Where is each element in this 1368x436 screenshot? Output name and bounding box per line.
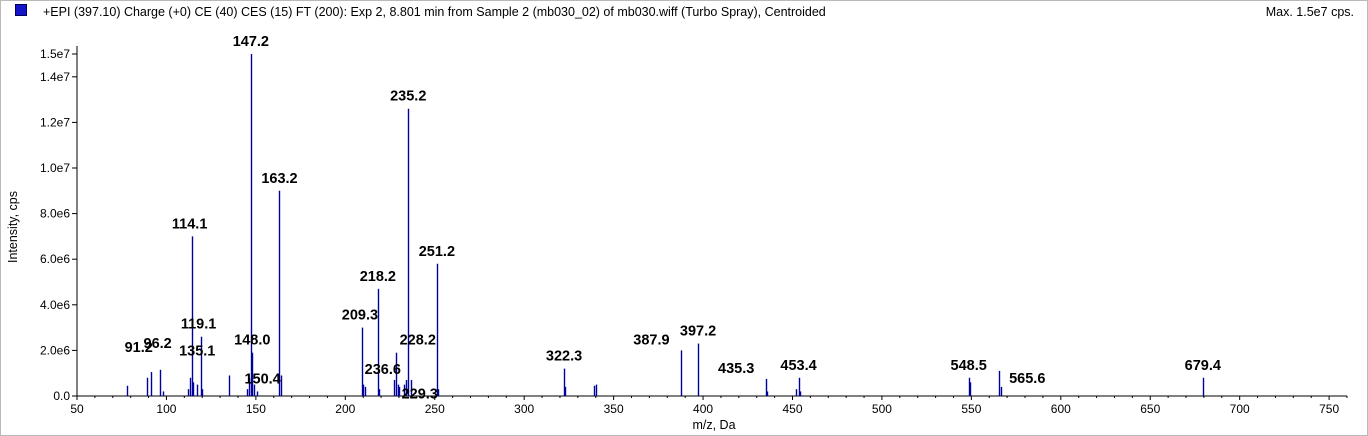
y-tick-label: 8.0e6: [40, 207, 70, 221]
y-tick-label: 1.4e7: [40, 70, 70, 84]
peak-label: 218.2: [360, 269, 396, 285]
peak-label: 96.2: [144, 336, 172, 352]
peak-label: 209.3: [342, 308, 378, 324]
y-tick-label: 1.0e7: [40, 161, 70, 175]
peak-label: 147.2: [233, 34, 269, 50]
peak-bars: [126, 54, 1205, 396]
x-tick-label: 250: [425, 402, 445, 416]
x-tick-label: 100: [156, 402, 176, 416]
peak-label: 435.3: [718, 361, 754, 377]
spectrum-title: +EPI (397.10) Charge (+0) CE (40) CES (1…: [43, 5, 826, 19]
peak-labels: 91.296.2 114.1 119.1 135.1 147.2 148.0 150.4 16…: [125, 34, 1221, 403]
y-tick-label: 1.5e7: [40, 47, 70, 61]
x-tick-label: 700: [1230, 402, 1250, 416]
y-tick-label: 1.2e7: [40, 115, 70, 129]
peak-label: 229.3: [402, 387, 438, 403]
peak-label: 150.4: [244, 371, 280, 387]
peak-label: 236.6: [365, 362, 401, 378]
x-tick-label: 650: [1140, 402, 1160, 416]
x-tick-label: 300: [514, 402, 534, 416]
peak-label: 565.6: [1009, 371, 1045, 387]
y-tick-label: 2.0e6: [40, 343, 70, 357]
peak-label: 163.2: [261, 171, 297, 187]
peak-label: 322.3: [546, 349, 582, 365]
peak-label: 235.2: [390, 89, 426, 105]
sample-marker-icon: [15, 4, 27, 16]
peak-label: 453.4: [780, 358, 816, 374]
peak-label: 679.4: [1185, 358, 1221, 374]
peak-label: 387.9: [633, 332, 669, 348]
x-tick-label: 200: [335, 402, 355, 416]
x-tick-label: 350: [604, 402, 624, 416]
peak-label: 114.1: [172, 216, 208, 232]
x-tick-label: 50: [70, 402, 84, 416]
x-tick-label: 550: [961, 402, 981, 416]
y-axis-label: Intensity, cps: [6, 191, 20, 263]
peak-label: 91.2: [125, 340, 153, 356]
x-tick-label: 150: [246, 402, 266, 416]
x-tick-label: 750: [1319, 402, 1339, 416]
peak-label: 148.0: [234, 333, 270, 349]
peak-label: 119.1: [181, 317, 217, 333]
y-tick-label: 0.0: [53, 389, 70, 403]
x-tick-label: 500: [872, 402, 892, 416]
y-tick-label: 4.0e6: [40, 298, 70, 312]
x-tick-label: 400: [693, 402, 713, 416]
chart-axes: 0.0 2.0e6 4.0e6 6.0e6 8.0e6 1.0e7 1.2e7 1.4e7 1.…: [40, 46, 1348, 416]
x-tick-label: 450: [782, 402, 802, 416]
peak-label: 228.2: [400, 333, 436, 349]
peak-label: 397.2: [680, 324, 716, 340]
peak-label: 135.1: [179, 343, 215, 359]
peak-label: 548.5: [951, 358, 987, 374]
peak-label: 251.2: [419, 244, 455, 260]
x-axis-label: m/z, Da: [692, 418, 735, 432]
y-tick-label: 6.0e6: [40, 252, 70, 266]
x-tick-label: 600: [1051, 402, 1071, 416]
max-intensity-label: Max. 1.5e7 cps.: [1265, 5, 1354, 19]
